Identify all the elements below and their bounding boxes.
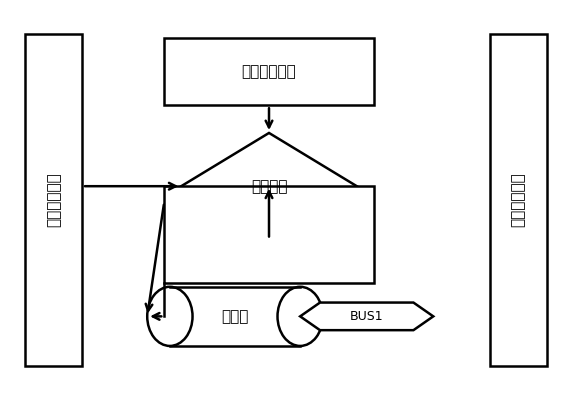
Polygon shape — [300, 302, 433, 330]
Ellipse shape — [277, 287, 323, 346]
Bar — [164, 38, 374, 105]
Polygon shape — [181, 133, 357, 240]
Text: BUS1: BUS1 — [350, 310, 384, 323]
Bar — [490, 34, 547, 366]
Text: 寄存器: 寄存器 — [221, 309, 249, 324]
Bar — [25, 34, 82, 366]
Bar — [170, 287, 300, 346]
Bar — [164, 186, 374, 283]
Text: 数据采集模块: 数据采集模块 — [46, 173, 61, 227]
Text: 数据判定: 数据判定 — [251, 179, 287, 194]
Ellipse shape — [147, 287, 193, 346]
Text: 输入输出模块: 输入输出模块 — [511, 173, 526, 227]
Text: 使能控制模块: 使能控制模块 — [241, 64, 296, 79]
